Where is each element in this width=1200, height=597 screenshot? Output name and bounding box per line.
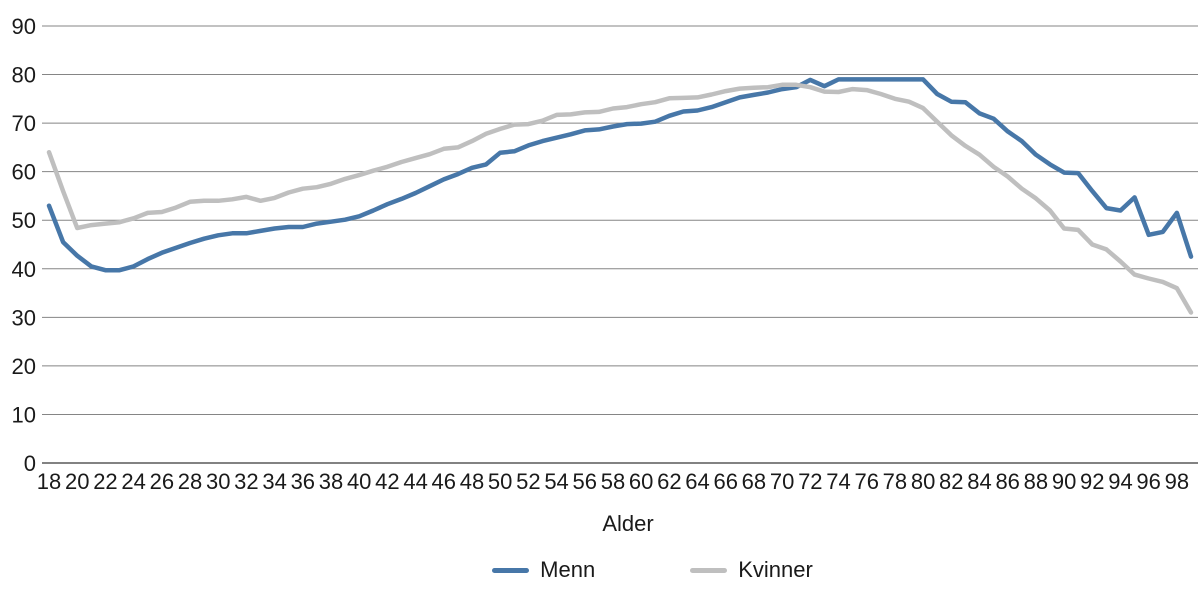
- x-tick-label: 80: [911, 469, 935, 494]
- x-tick-label: 88: [1024, 469, 1048, 494]
- x-tick-label: 52: [516, 469, 540, 494]
- x-tick-label: 46: [432, 469, 456, 494]
- x-tick-label: 18: [37, 469, 61, 494]
- x-tick-label: 40: [347, 469, 371, 494]
- x-tick-label: 98: [1165, 469, 1189, 494]
- y-tick-label: 90: [12, 14, 36, 39]
- x-tick-label: 76: [854, 469, 878, 494]
- x-tick-label: 68: [742, 469, 766, 494]
- kvinner-line: [46, 82, 1194, 315]
- legend-item-kvinner: Kvinner: [690, 557, 813, 583]
- x-tick-label: 36: [291, 469, 315, 494]
- x-tick-label: 90: [1052, 469, 1076, 494]
- x-tick-label: 48: [460, 469, 484, 494]
- x-tick-label: 32: [234, 469, 258, 494]
- y-tick-label: 60: [12, 160, 36, 185]
- x-tick-label: 66: [713, 469, 737, 494]
- kvinner-legend-label: Kvinner: [738, 557, 813, 582]
- x-tick-label: 74: [826, 469, 850, 494]
- y-tick-label: 0: [24, 451, 36, 476]
- x-tick-label: 60: [629, 469, 653, 494]
- x-tick-label: 94: [1108, 469, 1132, 494]
- x-tick-label: 84: [967, 469, 991, 494]
- x-tick-label: 20: [65, 469, 89, 494]
- x-axis-title: Alder: [602, 511, 654, 536]
- x-tick-label: 50: [488, 469, 512, 494]
- y-tick-label: 80: [12, 63, 36, 88]
- x-tick-label: 62: [657, 469, 681, 494]
- x-tick-label: 26: [150, 469, 174, 494]
- x-tick-label: 44: [403, 469, 427, 494]
- x-tick-label: 78: [883, 469, 907, 494]
- x-tick-label: 86: [995, 469, 1019, 494]
- x-tick-label: 42: [375, 469, 399, 494]
- y-tick-label: 30: [12, 305, 36, 330]
- x-tick-label: 82: [939, 469, 963, 494]
- x-tick-label: 30: [206, 469, 230, 494]
- menn-legend-label: Menn: [540, 557, 596, 582]
- y-tick-label: 10: [12, 402, 36, 427]
- x-tick-label: 72: [798, 469, 822, 494]
- x-tick-label: 28: [178, 469, 202, 494]
- menn-line: [46, 77, 1194, 273]
- x-tick-label: 22: [93, 469, 117, 494]
- legend: Menn Kvinner: [0, 557, 1200, 583]
- y-tick-label: 70: [12, 111, 36, 136]
- x-tick-label: 24: [121, 469, 145, 494]
- x-tick-label: 92: [1080, 469, 1104, 494]
- legend-item-menn: Menn: [492, 557, 595, 583]
- x-tick-label: 96: [1136, 469, 1160, 494]
- x-tick-label: 64: [685, 469, 709, 494]
- x-tick-label: 70: [770, 469, 794, 494]
- y-tick-label: 50: [12, 208, 36, 233]
- x-tick-label: 56: [573, 469, 597, 494]
- menn-line-swatch: [492, 567, 530, 573]
- x-tick-label: 34: [262, 469, 286, 494]
- y-tick-label: 40: [12, 257, 36, 282]
- x-tick-label: 54: [544, 469, 568, 494]
- y-tick-label: 20: [12, 354, 36, 379]
- x-tick-label: 38: [319, 469, 343, 494]
- x-tick-label: 58: [601, 469, 625, 494]
- kvinner-line-swatch: [690, 567, 728, 573]
